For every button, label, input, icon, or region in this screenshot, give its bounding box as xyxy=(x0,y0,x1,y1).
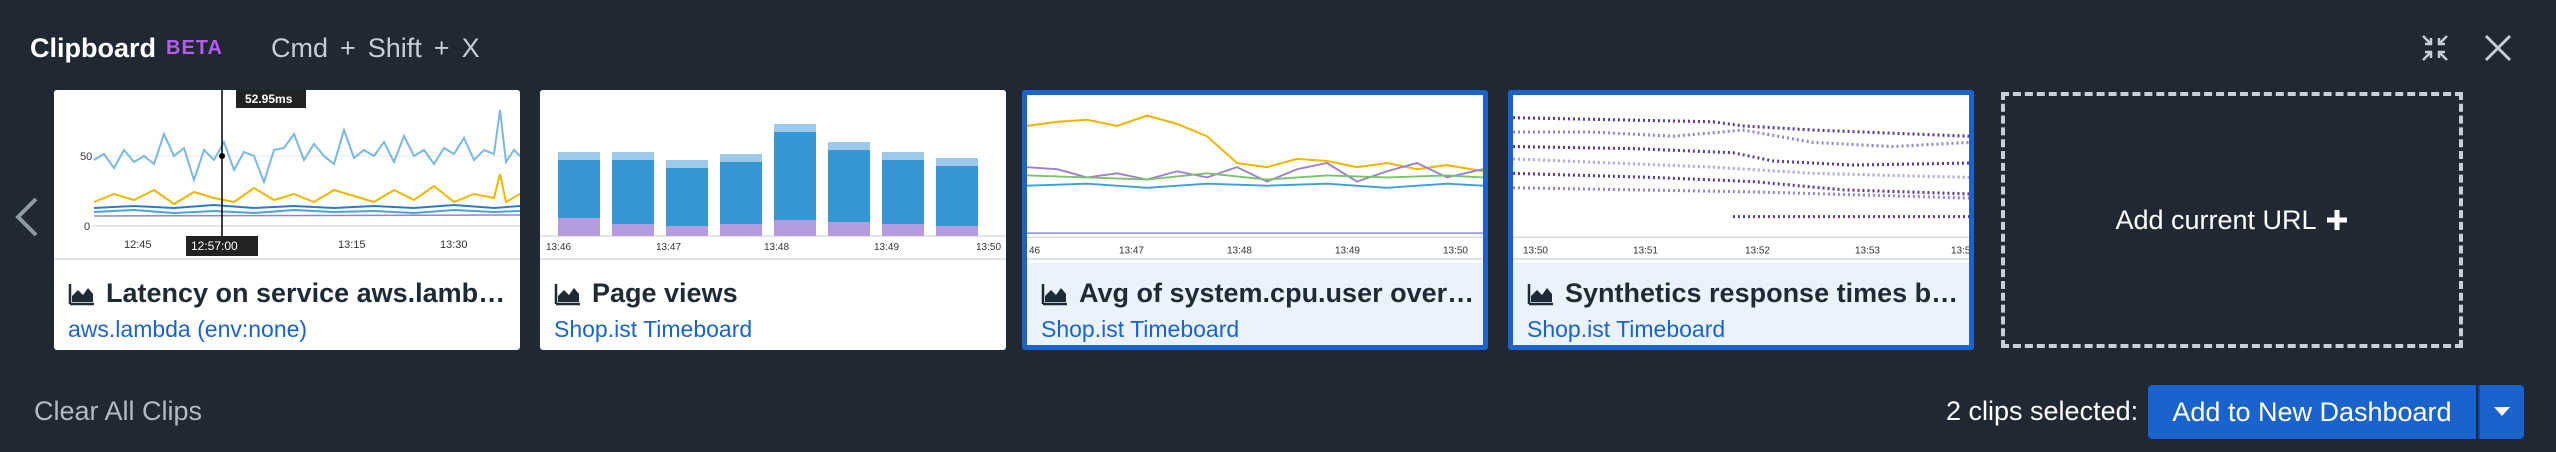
beta-badge: BETA xyxy=(166,36,223,59)
x-tick: 13:51 xyxy=(1633,246,1658,257)
shortcut-key-x: X xyxy=(461,32,480,63)
shortcut-separator: + xyxy=(433,32,450,63)
x-tick: 13:47 xyxy=(656,242,681,253)
add-to-new-dashboard-button[interactable]: Add to New Dashboard xyxy=(2148,385,2476,439)
close-icon[interactable] xyxy=(2478,28,2518,68)
area-chart-icon xyxy=(554,283,580,305)
area-chart-icon xyxy=(1527,283,1553,305)
plus-icon xyxy=(2326,210,2347,230)
chevron-left-icon[interactable] xyxy=(10,195,42,239)
x-tick: 13:50 xyxy=(1443,246,1468,257)
clip-title: Avg of system.cpu.user over … xyxy=(1079,278,1481,308)
x-tick: 46 xyxy=(1029,246,1040,257)
shortcut-key-shift: Shift xyxy=(367,32,422,63)
x-tick: 13:52 xyxy=(1745,246,1770,257)
clip-card[interactable]: 13:46 13:47 13:48 13:49 13:50 Page views… xyxy=(540,90,1006,350)
clip-meta: Latency on service aws.lamb… aws.lambda … xyxy=(54,258,520,350)
clip-subtitle[interactable]: Shop.ist Timeboard xyxy=(1527,316,1726,342)
x-tick: 13:49 xyxy=(874,242,899,253)
area-chart-icon xyxy=(1041,283,1067,305)
x-tick: 13:30 xyxy=(440,239,468,251)
x-tick: 13:46 xyxy=(546,242,571,253)
x-tick: 13:50 xyxy=(1523,246,1548,257)
clip-chart-page-views: 13:46 13:47 13:48 13:49 13:50 xyxy=(540,90,1006,258)
x-tick: 13:15 xyxy=(338,239,366,251)
x-tick: 12:45 xyxy=(124,239,152,251)
add-current-url-button[interactable]: Add current URL xyxy=(2001,92,2463,348)
x-tick: 13:49 xyxy=(1335,246,1360,257)
clip-card[interactable]: 50 0 52.95ms 12:57:00 12:45 13:15 13:30 … xyxy=(54,90,520,350)
clip-chart-latency: 50 0 52.95ms 12:57:00 12:45 13:15 13:30 xyxy=(54,90,520,258)
clipboard-title: Clipboard xyxy=(30,32,156,63)
clip-subtitle[interactable]: aws.lambda (env:none) xyxy=(68,316,308,342)
clip-chart-synthetics: 13:50 13:51 13:52 13:53 13:5 xyxy=(1513,95,1969,263)
clear-all-clips-button[interactable]: Clear All Clips xyxy=(34,396,203,426)
clip-meta: Page views Shop.ist Timeboard xyxy=(540,258,1006,350)
selected-count: 2 clips selected: xyxy=(1946,396,2139,426)
clip-card-selected[interactable]: 13:50 13:51 13:52 13:53 13:5 Synthetics … xyxy=(1508,90,1974,350)
clip-title: Latency on service aws.lamb… xyxy=(106,278,506,308)
clip-subtitle[interactable]: Shop.ist Timeboard xyxy=(554,316,753,342)
collapse-icon[interactable] xyxy=(2415,28,2455,68)
clip-subtitle[interactable]: Shop.ist Timeboard xyxy=(1041,316,1240,342)
clip-card-selected[interactable]: 46 13:47 13:48 13:49 13:50 Avg of system… xyxy=(1022,90,1488,350)
keyboard-shortcut: Cmd + Shift + X xyxy=(271,33,480,64)
x-tick: 13:47 xyxy=(1119,246,1144,257)
area-chart-icon xyxy=(68,283,94,305)
chart-tooltip: 52.95ms xyxy=(245,92,293,106)
caret-down-icon[interactable] xyxy=(2478,385,2524,439)
shortcut-key-cmd: Cmd xyxy=(270,32,328,63)
x-tick: 13:48 xyxy=(1227,246,1252,257)
clip-meta: Avg of system.cpu.user over … Shop.ist T… xyxy=(1027,258,1483,345)
y-tick: 50 xyxy=(80,151,92,163)
clip-title: Synthetics response times b… xyxy=(1565,278,1959,308)
x-tick: 13:50 xyxy=(976,242,1001,253)
x-tick: 13:53 xyxy=(1855,246,1880,257)
add-current-url-label: Add current URL xyxy=(2115,204,2317,235)
clipboard-header: Clipboard BETA Cmd + Shift + X xyxy=(30,28,480,68)
clip-title: Page views xyxy=(592,278,738,308)
clip-meta: Synthetics response times b… Shop.ist Ti… xyxy=(1513,258,1969,345)
x-tick: 13:48 xyxy=(764,242,789,253)
x-tick: 13:5 xyxy=(1951,246,1969,257)
y-tick: 0 xyxy=(84,221,90,233)
bar-group xyxy=(558,124,978,236)
shortcut-separator: + xyxy=(339,32,356,63)
clip-chart-cpu: 46 13:47 13:48 13:49 13:50 xyxy=(1027,95,1483,263)
cursor-time: 12:57:00 xyxy=(191,239,238,253)
